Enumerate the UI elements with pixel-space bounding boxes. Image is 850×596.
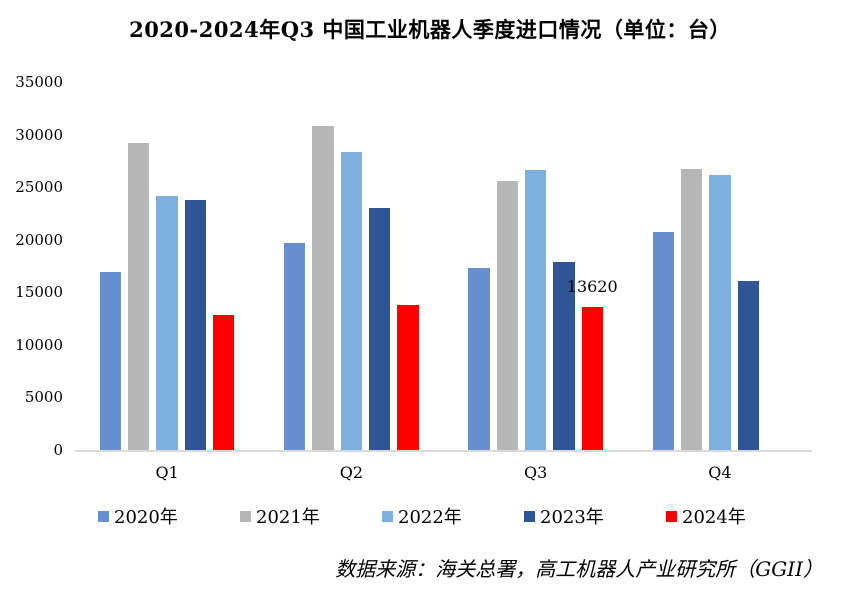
bar-q4-2022 (709, 174, 731, 450)
legend-label: 2022年 (398, 507, 462, 528)
x-axis-category-label: Q2 (339, 463, 364, 482)
legend-item-2024: 2024年 (666, 507, 746, 529)
x-axis-category-label: Q4 (708, 463, 732, 482)
bar-q2-2023 (369, 208, 391, 450)
source-note: 数据来源：海关总署，高工机器人产业研究所（GGII） (335, 557, 823, 581)
bar-q2-2024 (397, 304, 419, 450)
legend-swatch-icon (98, 511, 109, 522)
bar-q4-2021 (680, 169, 703, 450)
legend-item-2021: 2021年 (240, 507, 320, 529)
bar-value-label: 13620 (566, 276, 618, 296)
legend-swatch-icon (240, 511, 251, 522)
y-axis-tick-label: 20000 (15, 230, 63, 249)
bar-q2-2022 (340, 152, 363, 450)
bar-q2-2020 (284, 242, 306, 450)
bar-q4-2023 (737, 280, 759, 450)
y-axis-tick-label: 5000 (24, 388, 63, 407)
legend-item-2022: 2022年 (382, 507, 462, 529)
y-axis-tick-label: 25000 (15, 178, 63, 197)
legend-label: 2023年 (540, 507, 604, 528)
y-axis-tick-label: 30000 (15, 125, 63, 144)
bar-q2-2021 (312, 126, 334, 450)
legend-label: 2020年 (114, 507, 178, 528)
x-axis-category-label: Q1 (155, 463, 179, 482)
bar-q3-2022 (524, 170, 547, 450)
bar-q1-2021 (128, 142, 150, 450)
bar-q4-2020 (652, 232, 674, 450)
bar-q3-2020 (468, 268, 490, 450)
legend-label: 2024年 (682, 507, 746, 528)
bar-q1-2024 (213, 315, 235, 450)
x-axis-line (75, 450, 812, 452)
bar-q3-2024 (581, 306, 603, 450)
x-axis-category-label: Q3 (523, 463, 548, 482)
bar-q3-2023 (553, 261, 575, 450)
chart-title: 2020-2024年Q3 中国工业机器人季度进口情况（单位：台） (129, 17, 731, 42)
y-axis-tick-label: 35000 (15, 73, 63, 91)
bar-q3-2021 (496, 180, 518, 450)
legend-item-2023: 2023年 (524, 507, 604, 529)
legend-item-2020: 2020年 (98, 507, 178, 529)
legend-swatch-icon (666, 511, 677, 522)
bar-q1-2020 (99, 272, 122, 450)
bar-q1-2022 (156, 195, 178, 450)
legend-swatch-icon (524, 511, 535, 522)
legend-label: 2021年 (256, 507, 320, 528)
y-axis-tick-label: 10000 (15, 335, 63, 354)
bar-q1-2023 (184, 199, 207, 450)
y-axis-tick-label: 0 (53, 441, 63, 459)
legend-swatch-icon (382, 511, 393, 522)
y-axis-tick-label: 15000 (15, 283, 63, 302)
